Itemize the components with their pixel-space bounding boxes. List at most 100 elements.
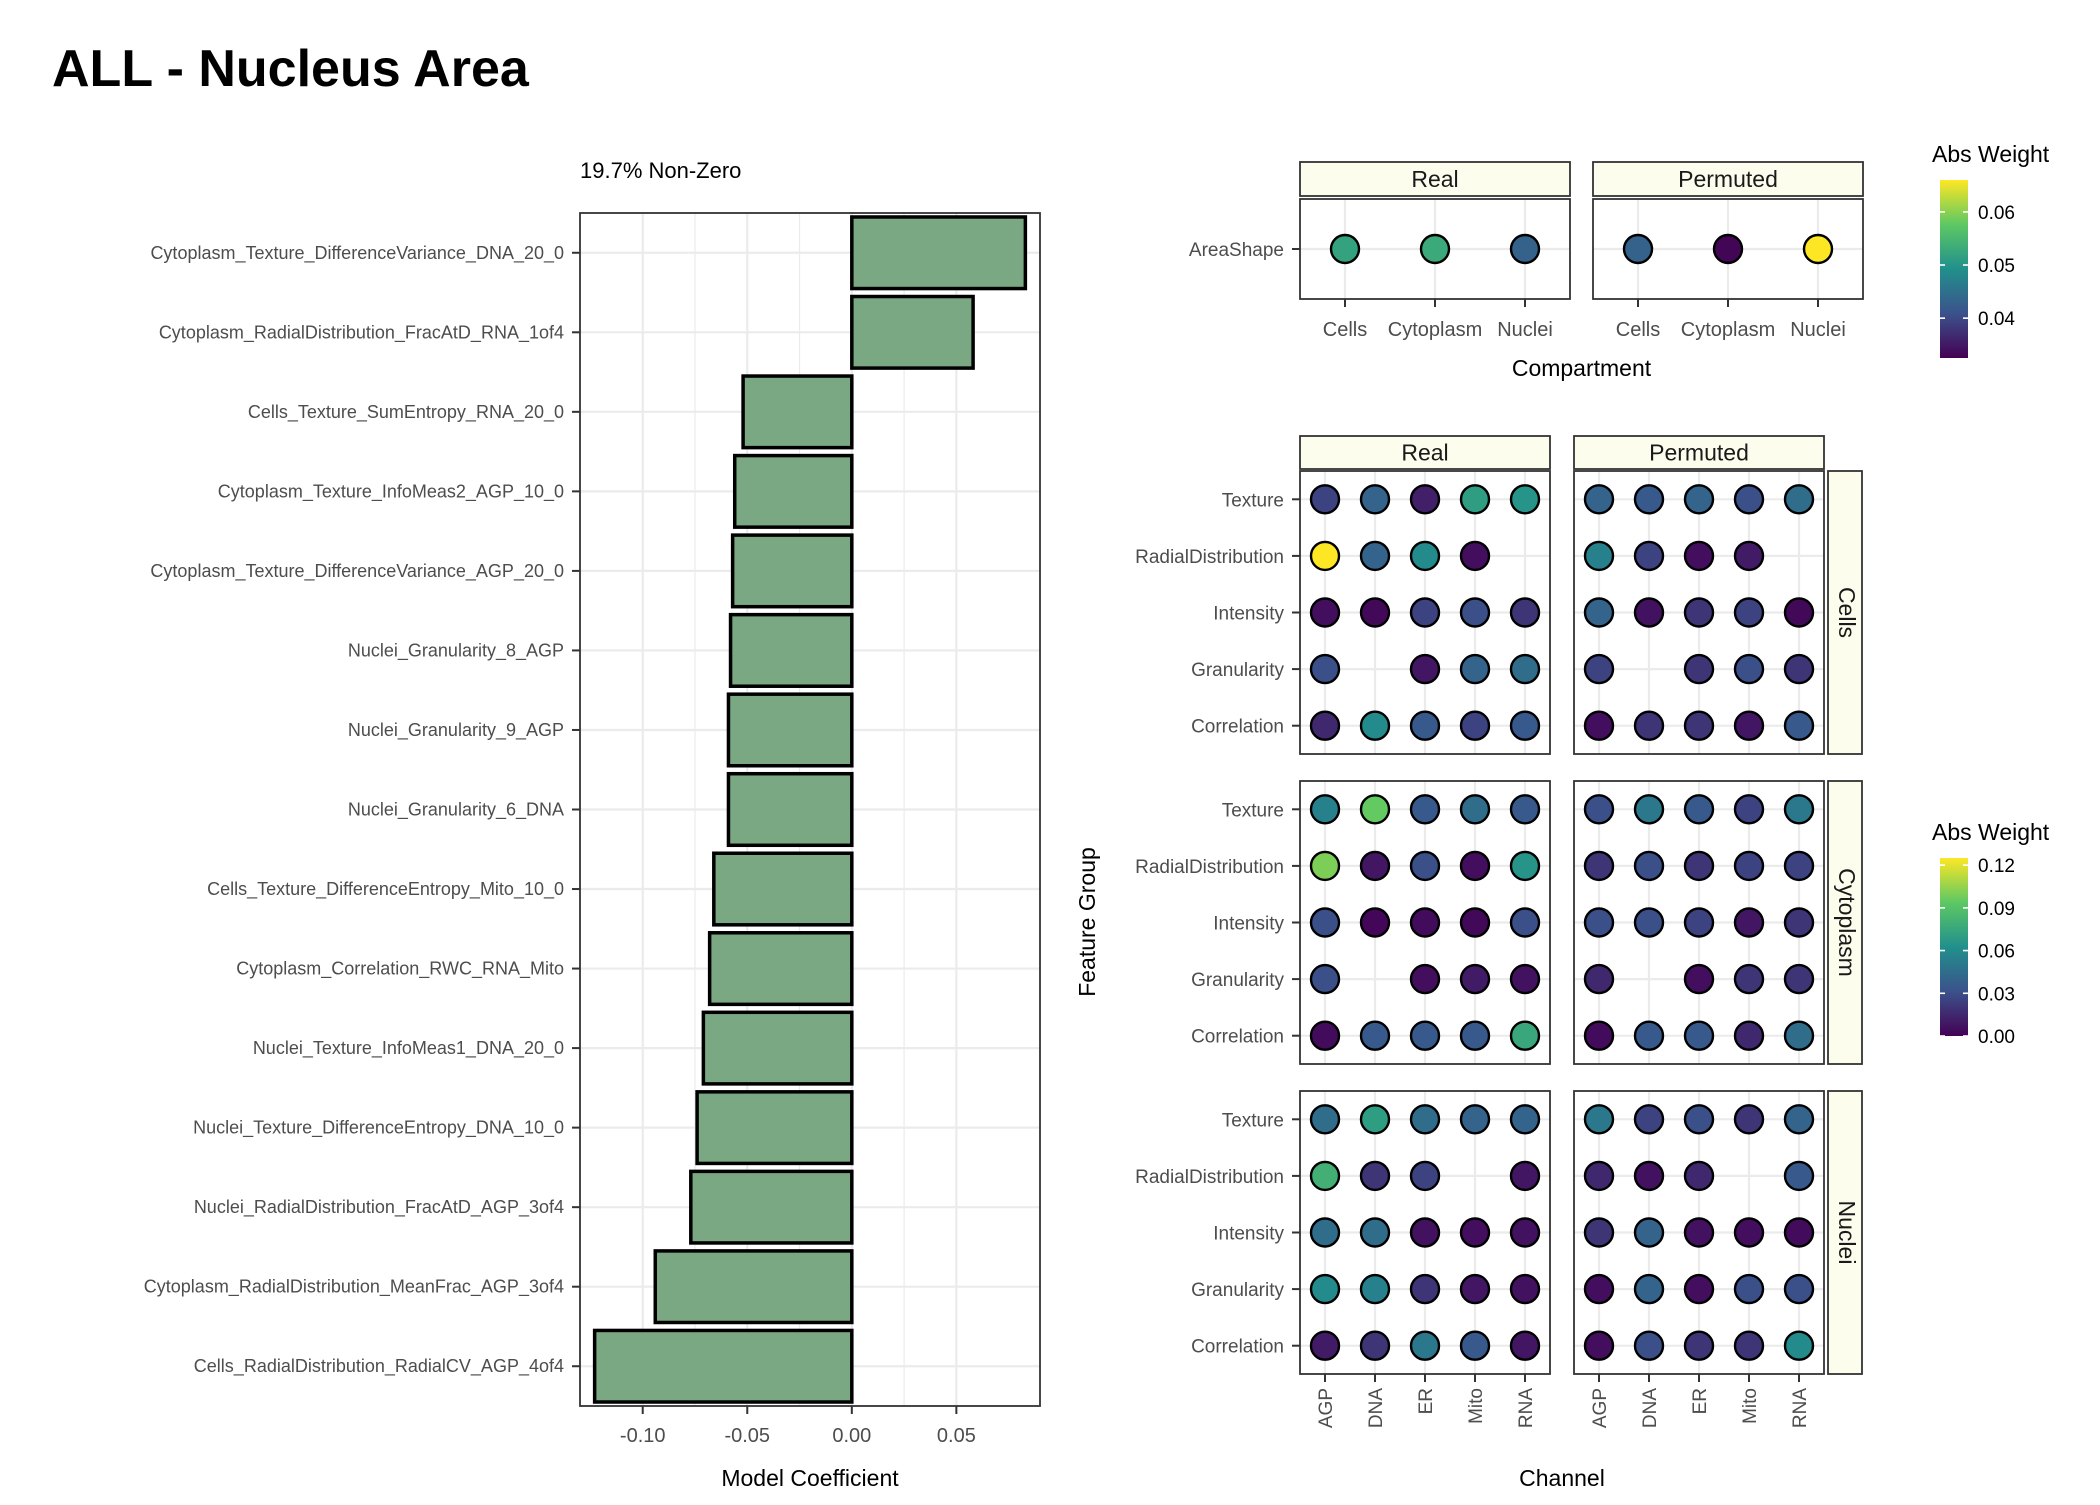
coefficient-bar-chart: 19.7% Non-Zero Cytoplasm_Texture_Differen… (144, 158, 1041, 1491)
dot-RadialDistribution-AGP (1583, 1160, 1615, 1192)
dot-Correlation-DNA (1359, 710, 1391, 741)
dot-Intensity-ER (1683, 597, 1715, 628)
facet-strip (1827, 470, 1863, 755)
dot-Correlation-AGP (1309, 1020, 1341, 1051)
dot-Correlation-ER (1683, 1020, 1715, 1051)
dot-Texture-DNA (1359, 794, 1391, 825)
dot-Texture-ER (1409, 794, 1441, 825)
facet-strip (1827, 1090, 1863, 1375)
dot-RadialDistribution-AGP (1583, 540, 1615, 572)
dot-Granularity-Mito (1459, 1273, 1491, 1305)
feature-x-tick-label: AGP (1316, 1388, 1337, 1428)
dot-Correlation-ER (1409, 710, 1441, 741)
dot-Intensity-AGP (1309, 597, 1341, 628)
dot-AreaShape-Cells (1329, 233, 1361, 265)
dot-Correlation-RNA (1509, 1020, 1541, 1051)
feature-x-tick-label: ER (1690, 1388, 1711, 1414)
dot-Intensity-RNA (1783, 597, 1815, 628)
dot-Intensity-RNA (1783, 1217, 1815, 1248)
dot-Intensity-DNA (1633, 907, 1665, 938)
dot-Texture-ER (1683, 1104, 1715, 1135)
bar-x-tick-label: -0.05 (724, 1425, 770, 1447)
dot-Texture-RNA (1509, 794, 1541, 825)
dot-Granularity-RNA (1783, 1273, 1815, 1305)
dot-Intensity-ER (1683, 907, 1715, 938)
dot-Granularity-DNA (1633, 1273, 1665, 1305)
dot-Granularity-ER (1683, 1273, 1715, 1305)
bar-chart-subtitle: 19.7% Non-Zero (580, 158, 741, 183)
dot-RadialDistribution-RNA (1783, 850, 1815, 882)
dot-Intensity-Mito (1733, 907, 1765, 938)
dot-Correlation-RNA (1783, 1020, 1815, 1051)
bar-x-axis-label: Model Coefficient (721, 1465, 899, 1491)
dot-Intensity-DNA (1359, 1217, 1391, 1248)
dot-Granularity-RNA (1783, 963, 1815, 995)
dot-Texture-RNA (1783, 484, 1815, 515)
dot-Texture-DNA (1633, 484, 1665, 515)
legend-tick-label: 0.03 (1978, 984, 2015, 1005)
facet-strip-label: Permuted (1678, 166, 1778, 192)
feature-y-tick-label: Intensity (1213, 914, 1284, 935)
feature-y-tick-label: Intensity (1213, 604, 1284, 625)
bar-category-label: Nuclei_RadialDistribution_FracAtD_AGP_3o… (194, 1197, 564, 1218)
dot-Intensity-ER (1409, 1217, 1441, 1248)
feature-y-tick-label: Correlation (1191, 717, 1284, 738)
dot-Texture-DNA (1633, 794, 1665, 825)
dot-Correlation-Mito (1459, 710, 1491, 741)
dot-Correlation-ER (1683, 1330, 1715, 1361)
dot-RadialDistribution-DNA (1359, 1160, 1391, 1192)
legend-tick-label: 0.05 (1978, 256, 2015, 277)
feature-x-tick-label: Mito (1466, 1388, 1487, 1424)
bar-category-label: Cytoplasm_RadialDistribution_FracAtD_RNA… (159, 322, 564, 343)
facet-strip-label: Cells (1834, 587, 1860, 638)
feature-y-tick-label: Granularity (1191, 970, 1284, 991)
bar-Cells_Texture_DifferenceEntropy_Mito_10_0 (712, 851, 854, 927)
dot-Texture-DNA (1633, 1104, 1665, 1135)
facet-strip (1592, 161, 1864, 197)
dot-Correlation-ER (1409, 1330, 1441, 1361)
dot-Correlation-DNA (1633, 710, 1665, 741)
feature-y-tick-label: RadialDistribution (1135, 547, 1284, 568)
area-x-tick-label: Nuclei (1790, 319, 1846, 341)
dot-Correlation-DNA (1359, 1330, 1391, 1361)
dot-Intensity-RNA (1783, 907, 1815, 938)
dot-Intensity-ER (1683, 1217, 1715, 1248)
dot-Correlation-AGP (1583, 1330, 1615, 1361)
dot-Granularity-AGP (1309, 963, 1341, 995)
dot-Texture-AGP (1309, 484, 1341, 515)
dot-Texture-AGP (1583, 484, 1615, 515)
dot-Intensity-DNA (1359, 907, 1391, 938)
feature-x-tick-label: DNA (1640, 1388, 1661, 1428)
dot-Granularity-RNA (1509, 1273, 1541, 1305)
dot-AreaShape-Cytoplasm (1419, 233, 1451, 265)
dot-Correlation-ER (1683, 710, 1715, 741)
dot-RadialDistribution-RNA (1783, 1160, 1815, 1192)
dot-Granularity-ER (1409, 1273, 1441, 1305)
dot-Granularity-AGP (1309, 1273, 1341, 1305)
dot-Intensity-RNA (1509, 1217, 1541, 1248)
bar-category-label: Cytoplasm_Texture_DifferenceVariance_AGP… (150, 561, 564, 582)
bar-category-label: Cytoplasm_Texture_DifferenceVariance_DNA… (150, 243, 564, 264)
dot-Correlation-RNA (1509, 1330, 1541, 1361)
dot-RadialDistribution-AGP (1583, 850, 1615, 882)
dot-Granularity-Mito (1733, 653, 1765, 685)
dot-Intensity-DNA (1633, 1217, 1665, 1248)
dot-AreaShape-Nuclei (1802, 233, 1834, 265)
dot-Texture-AGP (1309, 794, 1341, 825)
feature-x-tick-label: DNA (1366, 1388, 1387, 1428)
area-x-axis-label: Compartment (1512, 355, 1652, 381)
feature-x-tick-label: RNA (1790, 1388, 1811, 1428)
bar-panel-border (579, 212, 1041, 1407)
bar-Cells_Texture_SumEntropy_RNA_20_0 (741, 374, 854, 450)
dot-Correlation-Mito (1459, 1020, 1491, 1051)
dot-Granularity-RNA (1509, 963, 1541, 995)
dot-Intensity-Mito (1459, 907, 1491, 938)
areashape-dot-chart: Real Cells Cytoplasm Nuclei AreaShape Permute… (1189, 141, 2050, 381)
bar-Cells_RadialDistribution_RadialCV_AGP_4of4 (592, 1328, 854, 1404)
dot-Intensity-DNA (1359, 597, 1391, 628)
dot-RadialDistribution-RNA (1509, 1160, 1541, 1192)
area-x-tick-label: Cells (1323, 319, 1367, 341)
dot-Granularity-DNA (1359, 1273, 1391, 1305)
dot-RadialDistribution-AGP (1309, 540, 1341, 572)
dot-Intensity-ER (1409, 907, 1441, 938)
